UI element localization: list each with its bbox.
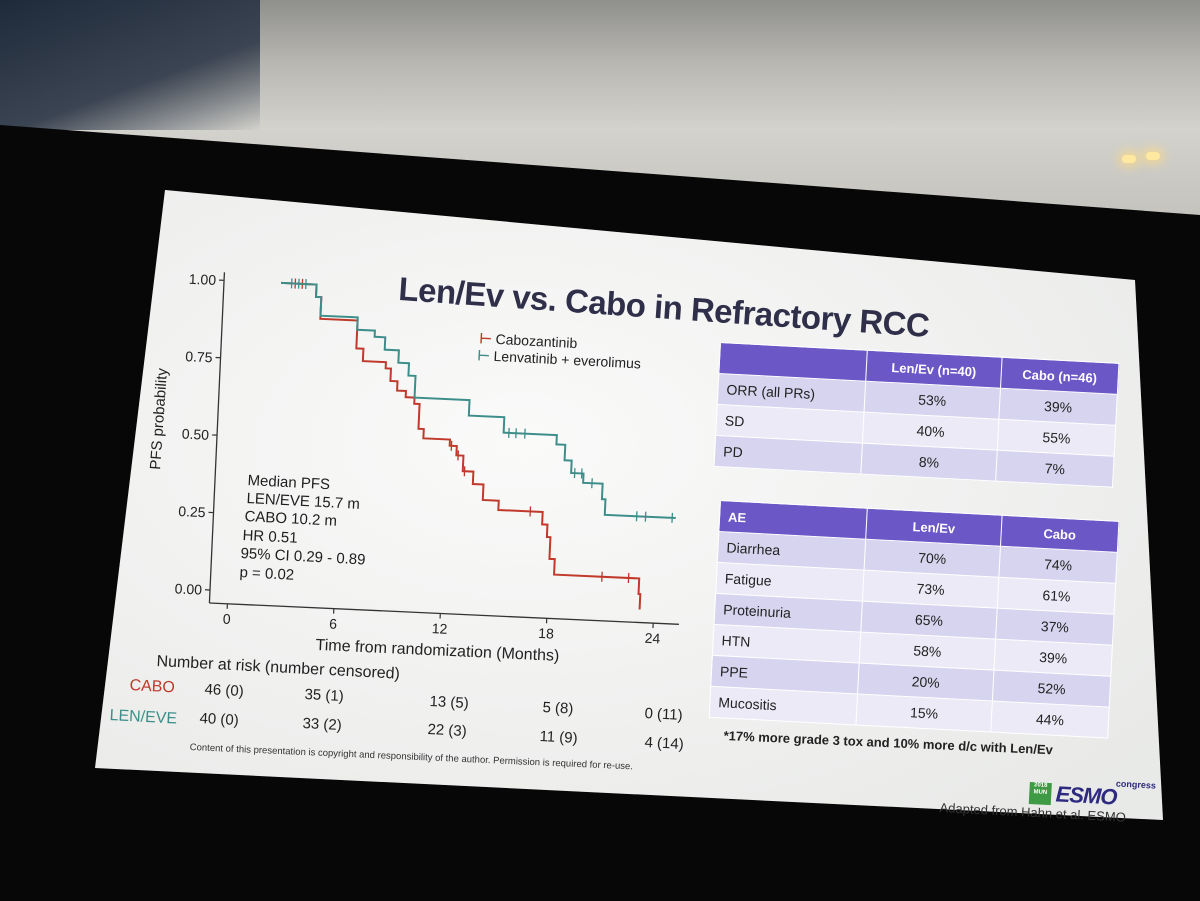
- ae-table: AE Len/Ev Cabo Diarrhea 70% 74% Fatigue …: [709, 500, 1120, 739]
- x-tick-label: 24: [644, 630, 660, 647]
- risk-value: 40 (0): [199, 710, 240, 730]
- risk-row-label-leneve: LEN/EVE: [109, 707, 178, 728]
- response-table: Len/Ev (n=40) Cabo (n=46) ORR (all PRs) …: [713, 342, 1119, 488]
- risk-value: 11 (9): [539, 728, 579, 747]
- y-axis-label: PFS probability: [147, 367, 171, 470]
- risk-row-label-cabo: CABO: [129, 677, 176, 697]
- ceiling-shadow: [0, 0, 260, 130]
- response-table-container: Len/Ev (n=40) Cabo (n=46) ORR (all PRs) …: [713, 342, 1119, 488]
- x-tick-label: 6: [329, 615, 338, 631]
- esmo-badge-icon: 2018 MUN: [1028, 781, 1052, 806]
- risk-value: 35 (1): [304, 686, 345, 706]
- y-tick-label: 0.25: [178, 503, 206, 520]
- response-cell: 8%: [860, 443, 998, 482]
- chart-axes: [208, 272, 679, 625]
- stats-line-5: p = 0.02: [239, 564, 295, 584]
- ae-table-container: AE Len/Ev Cabo Diarrhea 70% 74% Fatigue …: [709, 500, 1120, 739]
- y-tick-label: 0.75: [185, 348, 213, 365]
- x-tick-label: 18: [538, 625, 554, 642]
- risk-value: 0 (11): [644, 705, 684, 724]
- x-tick-label: 0: [222, 611, 231, 627]
- series-line-lenvatinib: [281, 281, 676, 520]
- y-tick-label: 0.00: [174, 580, 202, 597]
- response-cell: 7%: [995, 450, 1115, 488]
- y-axis-line: [208, 272, 226, 604]
- esmo-logo-subtext: congress: [1115, 778, 1157, 791]
- risk-value: 33 (2): [302, 715, 343, 735]
- y-tick-label: 1.00: [188, 271, 216, 288]
- stats-line-3: HR 0.51: [242, 527, 298, 547]
- ceiling-light-1: [1122, 155, 1136, 163]
- ceiling-light-2: [1146, 152, 1160, 160]
- risk-value: 22 (3): [427, 721, 468, 741]
- risk-value: 5 (8): [542, 699, 574, 718]
- chart-ticks: 0.00 0.25 0.50 0.75 1.00 0 6 12 18 24: [174, 271, 660, 647]
- risk-value: 46 (0): [204, 681, 245, 701]
- x-axis-label: Time from randomization (Months): [315, 637, 559, 665]
- y-tick-label: 0.50: [181, 426, 209, 443]
- x-axis-line: [209, 602, 679, 625]
- ae-cell: 15%: [855, 693, 993, 732]
- series-line-cabozantinib: [281, 281, 642, 610]
- ae-cell: 44%: [990, 701, 1110, 739]
- risk-value: 4 (14): [644, 734, 685, 754]
- risk-value: 13 (5): [429, 693, 470, 713]
- x-tick-label: 12: [431, 620, 447, 637]
- chart-series: [281, 278, 676, 610]
